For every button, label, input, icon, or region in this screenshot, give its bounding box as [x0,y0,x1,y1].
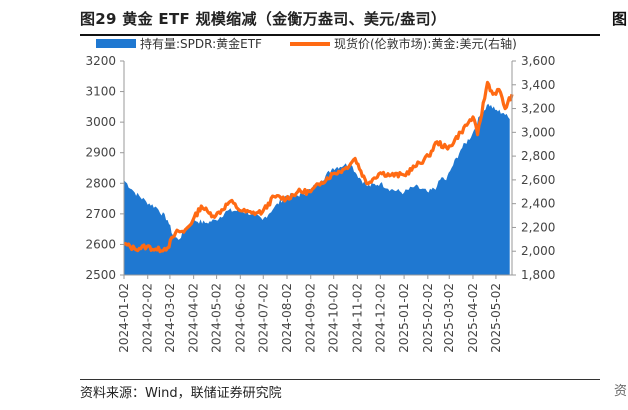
x-tick-label: 2024-02-02 [141,283,155,353]
chart-title: 图29 黄金 ETF 规模缩减（金衡万盎司、美元/盎司） [80,10,447,28]
legend: 持有量:SPDR:黄金ETF 现货价(伦敦市场):黄金:美元(右轴) [96,36,517,51]
area-layer [124,103,510,275]
x-tick-label: 2024-11-02 [350,283,364,353]
left-tick-label: 2600 [85,237,116,251]
left-tick-label: 3000 [85,115,116,129]
x-tick-label: 2024-03-02 [163,283,177,353]
source-note: 资料来源：Wind，联储证券研究院 [80,386,282,401]
left-tick-label: 2500 [85,268,116,282]
x-tick-label: 2024-06-02 [233,283,247,353]
right-tick-label: 1,800 [521,268,555,282]
left-tick-label: 3100 [85,85,116,99]
x-tick-label: 2025-03-02 [442,283,456,353]
x-tick-label: 2025-04-02 [466,283,480,353]
right-tick-label: 2,400 [521,197,555,211]
chart: 持有量:SPDR:黄金ETF 现货价(伦敦市场):黄金:美元(右轴) 2500 26… [85,36,555,353]
x-tick-label: 2024-08-02 [280,283,294,353]
legend-swatch-spdr-holdings [96,39,136,48]
right-tick-label: 3,600 [521,54,555,68]
x-tick-label: 2024-09-02 [304,283,318,353]
legend-label-spdr-holdings: 持有量:SPDR:黄金ETF [140,36,262,51]
x-tick-label: 2024-01-02 [117,283,131,353]
line-layer [123,80,514,254]
x-tick-label: 2025-05-02 [489,283,503,353]
footer-divider [80,379,600,380]
axes: 2500 2600 2700 2800 2900 3000 3100 3200 1,800 2,0… [85,54,555,353]
left-tick-label: 2700 [85,207,116,221]
x-tick-label: 2024-05-02 [210,283,224,353]
x-tick-label: 2024-07-02 [256,283,270,353]
series-line-gold-spot [123,80,514,254]
right-tick-label: 2,800 [521,149,555,163]
x-tick-label: 2025-02-02 [421,283,435,353]
left-tick-label: 2900 [85,146,116,160]
right-tick-label: 2,000 [521,244,555,258]
series-area-spdr-holdings [124,103,510,275]
next-figure-source-edge-fragment: 资 [614,384,628,399]
right-tick-label: 2,200 [521,220,555,234]
right-tick-label: 3,000 [521,125,555,139]
right-tick-label: 3,400 [521,78,555,92]
x-tick-label: 2024-04-02 [187,283,201,353]
right-tick-label: 2,600 [521,173,555,187]
x-tick-label: 2024-12-02 [373,283,387,353]
left-tick-label: 3200 [85,54,116,68]
x-tick-label: 2024-10-02 [327,283,341,353]
legend-label-gold-spot: 现货价(伦敦市场):黄金:美元(右轴) [334,36,517,51]
right-tick-label: 3,200 [521,102,555,116]
next-figure-edge-fragment: 图 [612,10,628,28]
x-tick-label: 2025-01-02 [397,283,411,353]
title-divider [80,34,600,36]
left-tick-label: 2800 [85,176,116,190]
